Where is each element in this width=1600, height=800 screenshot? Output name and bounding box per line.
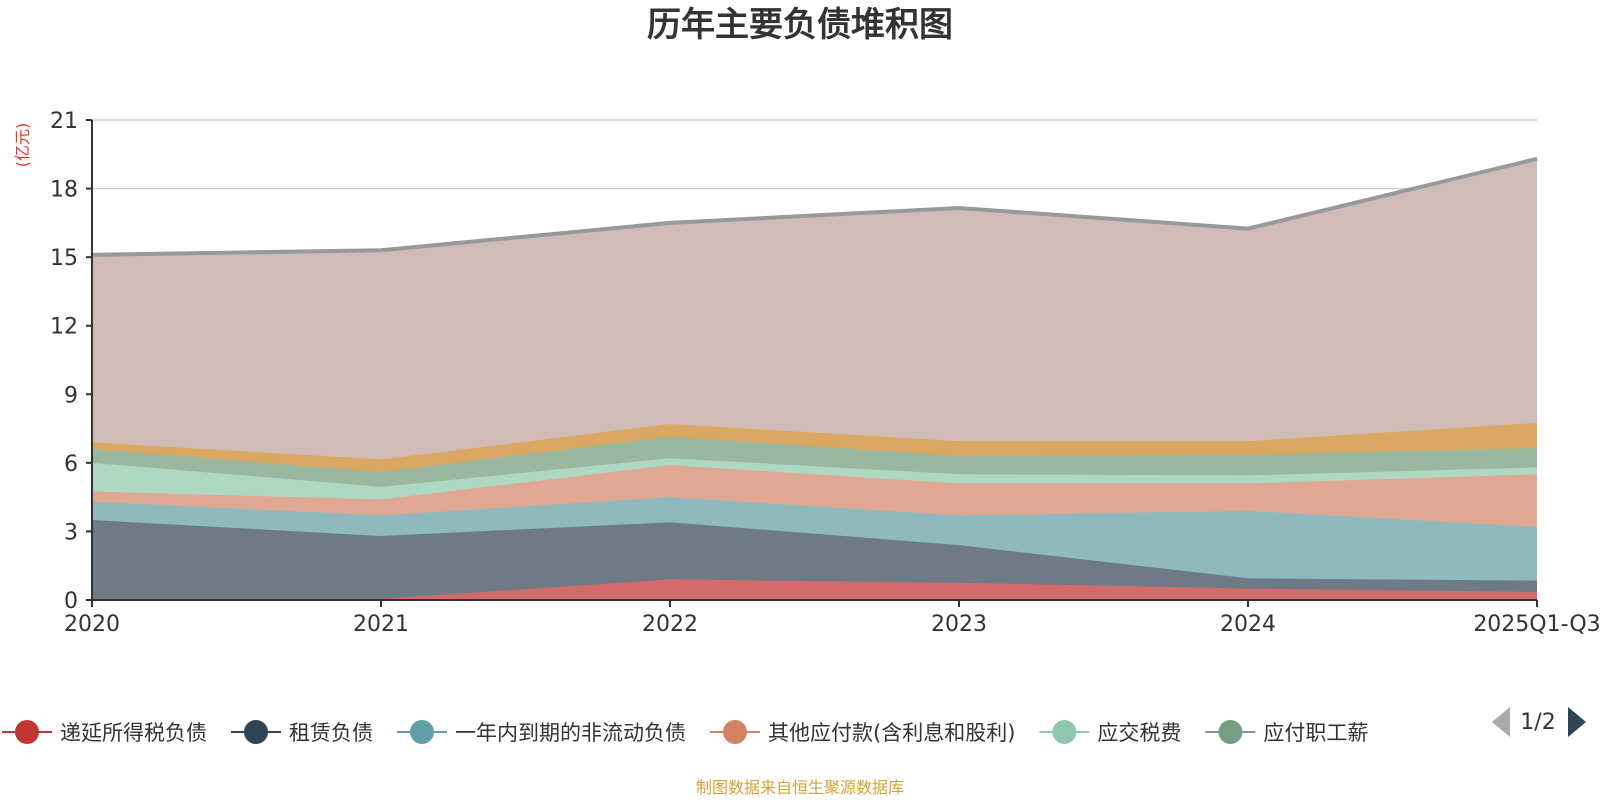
y-tick-label-6: 6 [64,452,78,477]
y-tick-label-21: 21 [50,109,78,134]
area-series-4 [92,465,1537,527]
area-series-8 [92,158,1537,460]
legend-item-2[interactable]: 租赁负债 [231,720,373,745]
axes: 0 3 6 9 12 15 18 21 2020 2021 2022 2023 2024 2025Q1-Q… [50,109,1600,637]
data-source-note: 制图数据来自恒生聚源数据库 [696,778,904,797]
y-tick-label-15: 15 [50,246,78,271]
y-tick-label-9: 9 [64,383,78,408]
legend-label: 应交税费 [1097,721,1181,745]
area-series-1 [92,579,1537,600]
legend-next-page-icon[interactable] [1568,707,1586,737]
x-tick-label-2: 2021 [353,612,409,637]
x-tick-label-1: 2020 [64,612,120,637]
series-line-4 [91,464,1538,500]
legend-prev-page-icon[interactable] [1492,707,1510,737]
legend-label: 递延所得税负债 [60,721,207,745]
legend[interactable]: 递延所得税负债 租赁负债 一年内到期的非流动负债 其他应付款(含利息和股利) 应交税费 应… [2,720,1368,745]
legend-marker-icon [410,720,434,744]
area-series-7 [92,422,1537,472]
legend-pager: 1/2 [1492,707,1586,737]
legend-marker-icon [1052,720,1077,744]
y-tick-label-0: 0 [64,589,78,614]
area-series-2 [92,520,1537,599]
legend-label: 一年内到期的非流动负债 [455,721,686,745]
legend-page-indicator: 1/2 [1520,710,1555,735]
area-series-3 [92,497,1537,581]
area-series-5 [92,458,1537,500]
y-tick-label-18: 18 [50,178,78,203]
legend-marker-icon [15,720,39,744]
chart-title: 历年主要负债堆积图 [647,5,953,45]
x-tick-label-4: 2023 [931,612,987,637]
y-axis-unit-label: (亿元) [13,123,32,168]
legend-marker-icon [723,720,747,744]
x-tick-label-3: 2022 [642,612,698,637]
x-tick-label-5: 2024 [1220,612,1276,637]
legend-label: 其他应付款(含利息和股利) [768,721,1015,745]
legend-item-3[interactable]: 一年内到期的非流动负债 [397,720,686,745]
legend-marker-icon [1218,720,1243,744]
area-series [91,156,1538,600]
area-series-6 [92,436,1537,487]
total-top-line [91,156,1538,257]
legend-marker-icon [244,720,268,744]
series-line-7 [91,422,1538,460]
y-tick-label-3: 3 [64,520,78,545]
legend-item-5[interactable]: 应交税费 [1039,720,1181,745]
legend-item-6[interactable]: 应付职工薪 [1205,720,1368,745]
x-tick-label-6: 2025Q1-Q3 [1473,612,1600,637]
legend-label: 应付职工薪 [1263,721,1368,745]
y-tick-label-12: 12 [50,315,78,340]
legend-item-4[interactable]: 其他应付款(含利息和股利) [710,720,1015,745]
legend-label: 租赁负债 [289,721,373,745]
legend-item-1[interactable]: 递延所得税负债 [2,720,207,745]
